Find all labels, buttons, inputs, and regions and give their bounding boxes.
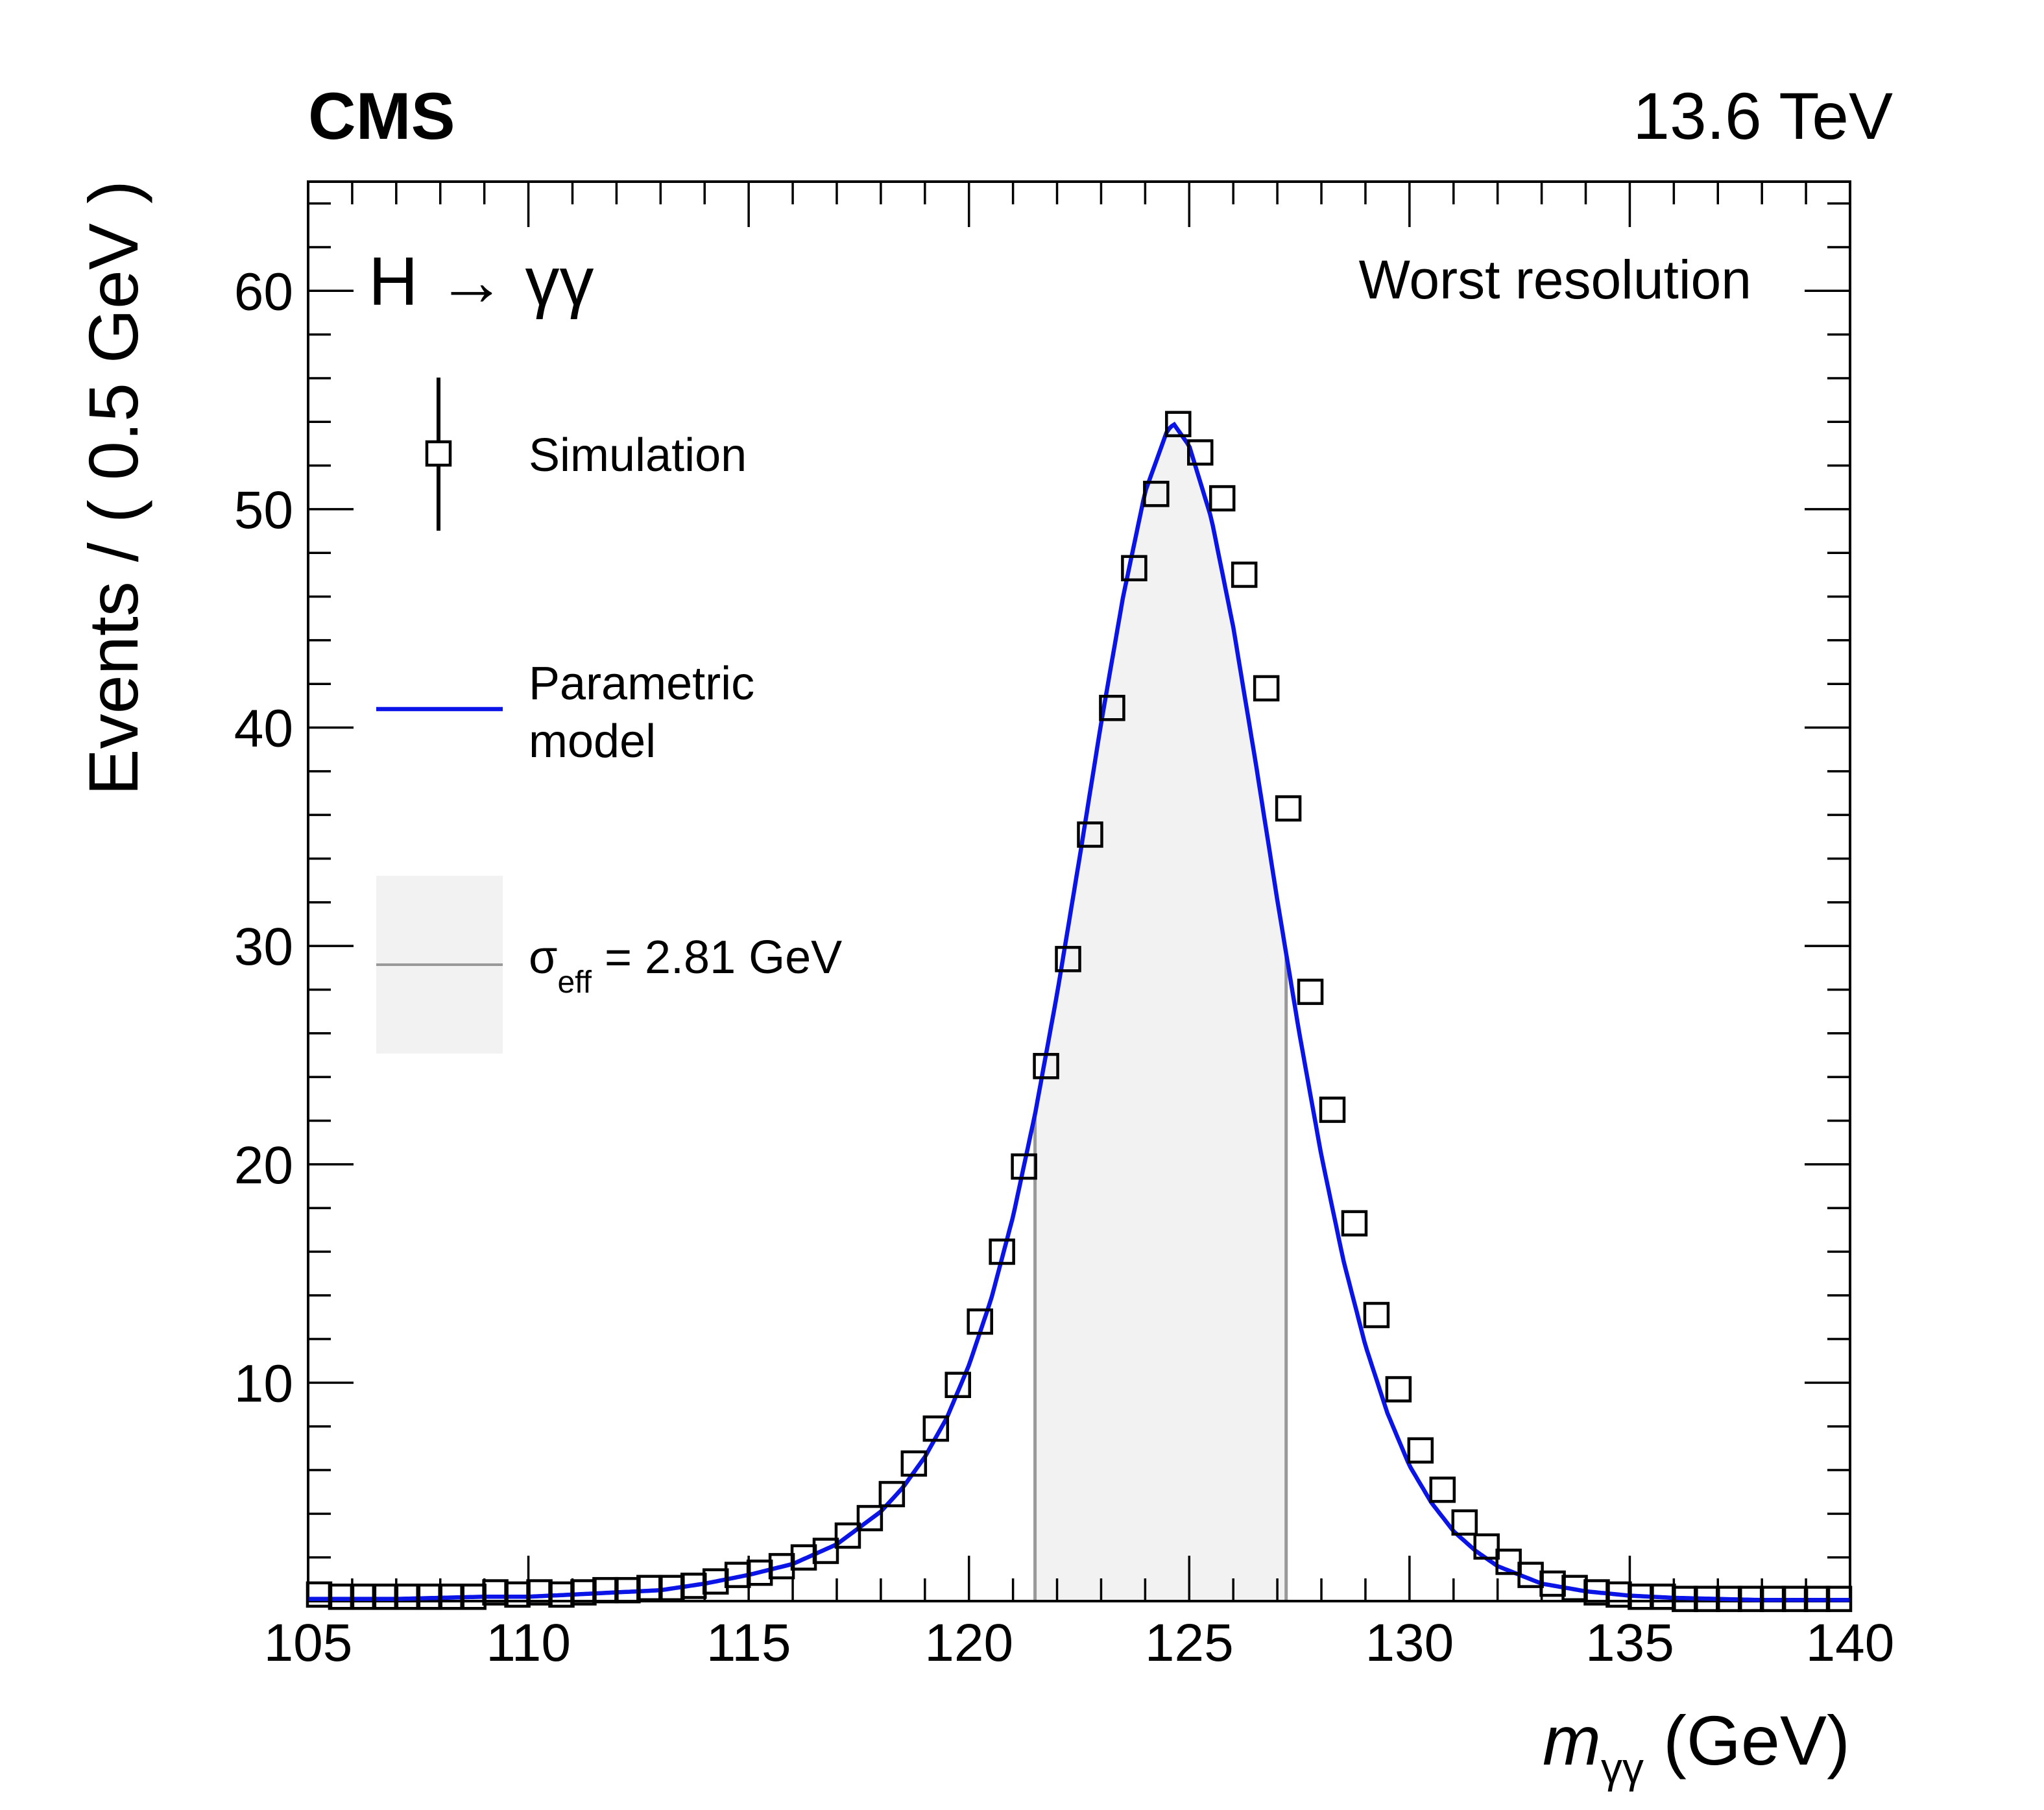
legend-sigma-label: σeff = 2.81 GeV [529, 932, 842, 1000]
simulation-point [1407, 1437, 1434, 1464]
simulation-point [372, 1584, 399, 1610]
category-label: Worst resolution [1359, 249, 1751, 310]
simulation-point [1187, 439, 1214, 466]
legend-simulation-marker [425, 440, 452, 467]
simulation-point [1385, 1376, 1412, 1403]
sigma-eff-band-group [1033, 424, 1288, 1602]
simulation-point [1165, 411, 1192, 437]
cms-label: CMS [308, 79, 455, 153]
simulation-point [306, 1581, 333, 1608]
simulation-point [1341, 1210, 1368, 1237]
simulation-point [967, 1308, 993, 1335]
simulation-point [1473, 1533, 1500, 1560]
simulation-point [1297, 978, 1324, 1006]
simulation-point [1077, 821, 1103, 848]
simulation-point [1231, 561, 1258, 588]
legend-sigma-value: = 2.81 GeV [592, 932, 842, 983]
legend-simulation-label: Simulation [529, 429, 747, 481]
simulation-point [922, 1415, 950, 1442]
y-tick-label: 50 [234, 481, 293, 540]
legend-sigma-sub: eff [557, 965, 592, 1000]
x-axis-unit: (GeV) [1644, 1701, 1850, 1780]
simulation-point [1825, 1586, 1853, 1612]
simulation-point [350, 1584, 377, 1610]
model-curve [308, 421, 1850, 1602]
simulation-point [1451, 1509, 1478, 1536]
simulation-point [834, 1522, 861, 1549]
simulation-point [1143, 481, 1170, 507]
tick-labels: 105 110 115 120 125 130 135 140 10 20 30 40 50 60 [234, 262, 1895, 1672]
simulation-point [592, 1576, 619, 1604]
x-tick-label: 105 [264, 1613, 353, 1672]
x-tick-label: 120 [924, 1613, 1013, 1672]
x-axis-symbol: m [1543, 1701, 1601, 1780]
simulation-point [878, 1480, 906, 1508]
simulation-point [1253, 675, 1280, 702]
y-tick-label: 30 [234, 917, 293, 976]
simulation-point [900, 1450, 928, 1477]
legend-sigma-symbol: σ [529, 932, 557, 983]
simulation-point [856, 1504, 884, 1532]
y-tick-label: 10 [234, 1354, 293, 1413]
x-tick-label: 130 [1365, 1613, 1454, 1672]
x-axis-sub: γγ [1601, 1744, 1644, 1792]
simulation-point [1319, 1096, 1346, 1123]
simulation-point [1275, 795, 1302, 822]
simulation-point [1363, 1301, 1390, 1329]
x-tick-label: 110 [486, 1613, 571, 1672]
simulation-markers [306, 411, 1853, 1612]
simulation-point [504, 1581, 531, 1608]
energy-label: 13.6 TeV [1633, 79, 1893, 153]
simulation-point [1208, 485, 1236, 512]
simulation-point [944, 1371, 971, 1399]
plot-frame [307, 180, 1851, 1602]
simulation-point [989, 1238, 1015, 1265]
simulation-point [636, 1575, 663, 1602]
x-tick-label: 135 [1585, 1613, 1674, 1672]
legend-model-label-2: model [529, 716, 656, 767]
legend-model-label-1: Parametric [529, 658, 754, 710]
simulation-point [1121, 555, 1148, 582]
x-tick-label: 140 [1806, 1613, 1895, 1672]
simulation-point [812, 1538, 839, 1564]
x-tick-label: 125 [1145, 1613, 1234, 1672]
legend: Simulation Parametric model σeff = 2.81 … [376, 378, 842, 1054]
y-tick-label: 20 [234, 1136, 293, 1195]
simulation-point [1099, 694, 1125, 721]
simulation-point [1429, 1477, 1456, 1503]
y-tick-label: 60 [234, 262, 293, 321]
simulation-point [1033, 1053, 1059, 1080]
sigma-eff-band [1035, 424, 1286, 1602]
plot-frame-group [307, 180, 1851, 1602]
process-label: H → γγ [368, 243, 594, 320]
simulation-point [328, 1584, 355, 1610]
x-axis-title: mγγ (GeV) [1543, 1701, 1850, 1792]
simulation-point [1011, 1153, 1037, 1180]
x-tick-label: 115 [706, 1613, 791, 1672]
simulation-point [1055, 946, 1081, 972]
y-tick-label: 40 [234, 699, 293, 758]
y-axis-title: Events / ( 0.5 GeV ) [74, 180, 152, 795]
